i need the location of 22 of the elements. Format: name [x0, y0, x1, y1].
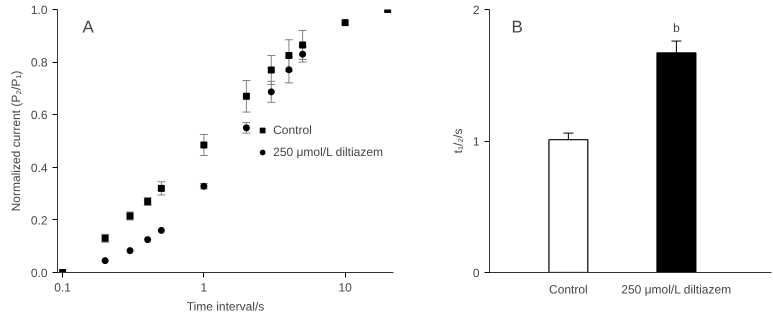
y-axis-title: t₁/₂/s — [450, 128, 465, 154]
y-tick-label: 0.8 — [30, 56, 48, 70]
y-tick-label: 0.2 — [30, 213, 48, 228]
x-tick-label: Control — [549, 282, 588, 296]
y-tick-label: 2 — [472, 3, 480, 17]
x-tick-label: 1 — [200, 280, 208, 294]
y-tick-label: 0.4 — [30, 160, 48, 175]
x-tick-label: 0.1 — [54, 280, 72, 294]
y-tick-label: 1 — [472, 134, 480, 148]
y-tick-label: 1.0 — [30, 3, 48, 17]
y-tick-label: 0.6 — [30, 108, 48, 122]
x-tick-label: 10 — [338, 280, 352, 294]
x-axis-title: Time interval/s — [186, 300, 264, 314]
y-tick-label: 0.0 — [30, 266, 48, 280]
legend-label: 250 μmol/L diltiazem — [273, 144, 383, 158]
x-tick-label: 250 μmol/L diltiazem — [621, 282, 732, 296]
annotation: b — [673, 21, 680, 36]
text: B — [512, 18, 523, 36]
y-tick-label: 0 — [472, 266, 480, 280]
y-axis-title: Normalized current (P₂/P₁) — [8, 70, 23, 212]
legend-label: Control — [273, 122, 312, 136]
text: A — [82, 18, 94, 36]
